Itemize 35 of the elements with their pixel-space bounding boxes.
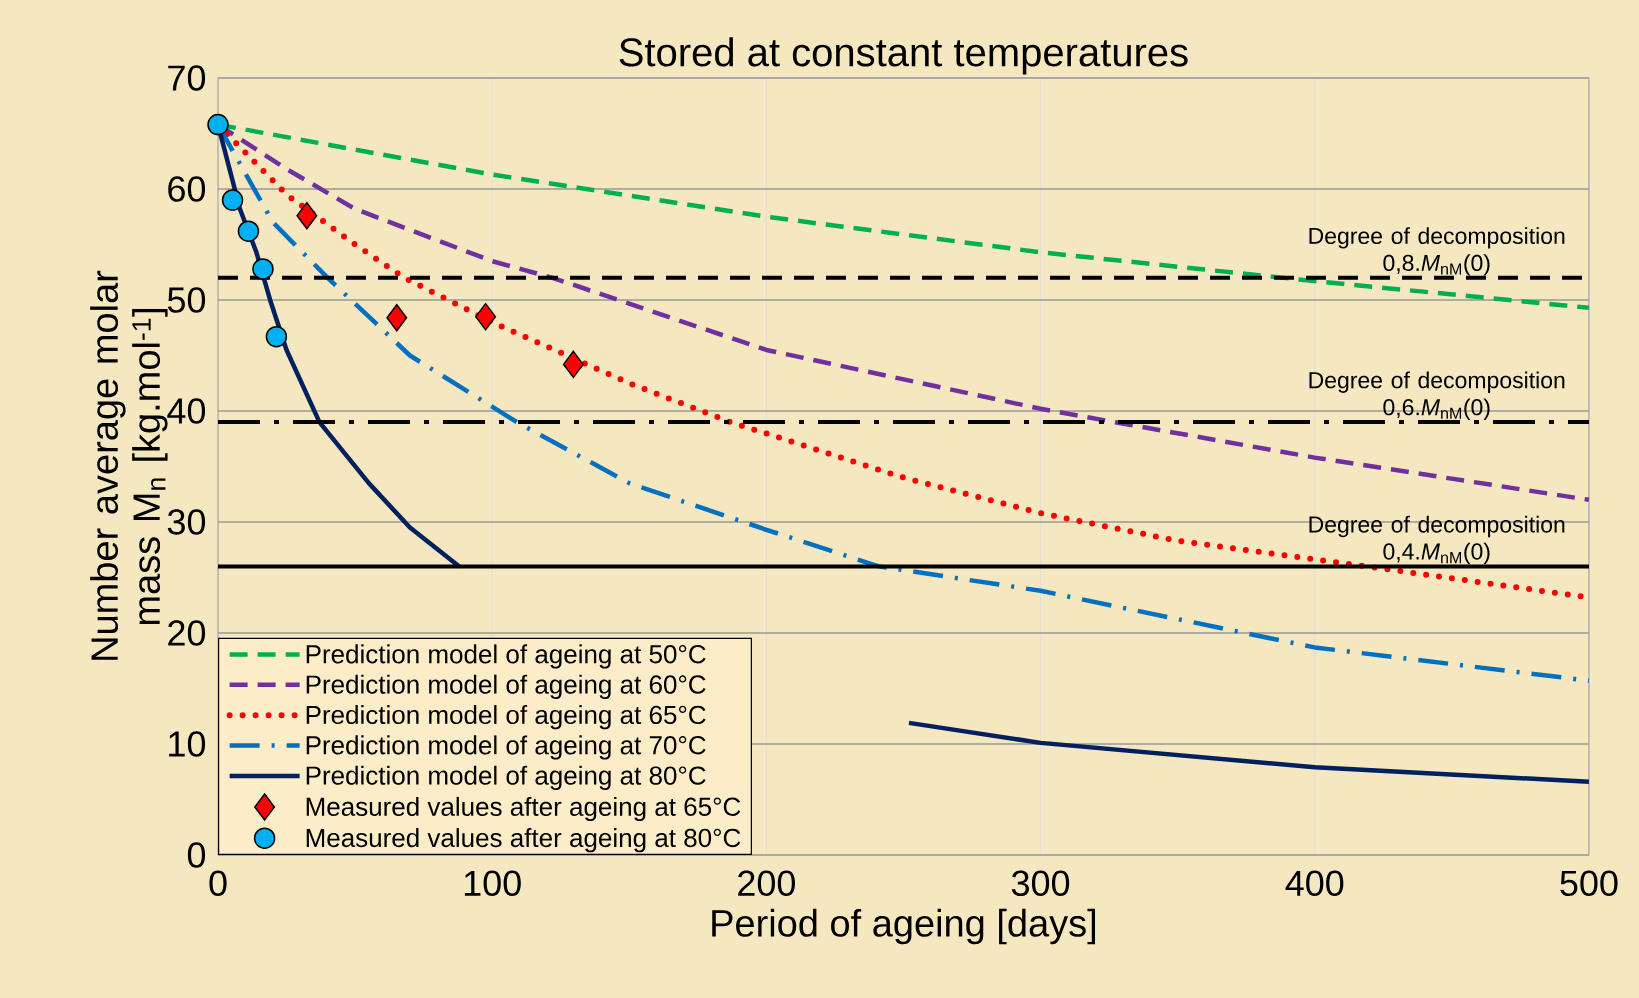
legend-label: Prediction model of ageing at 65°C <box>306 705 706 730</box>
legend-label: Prediction model of ageing at 80°C <box>306 765 706 790</box>
chart-title: Stored at constant temperatures <box>619 37 1188 75</box>
point <box>562 350 584 379</box>
point <box>252 258 274 280</box>
legend-label: Measured values after ageing at 80°C <box>306 828 741 853</box>
legend-label: Prediction model of ageing at 50°C <box>306 644 706 669</box>
y-tick-label: 10 <box>169 731 206 757</box>
point <box>237 220 260 242</box>
point <box>221 189 244 211</box>
x-axis-title: Period of ageing [days] <box>712 908 1096 945</box>
y-tick-label: 30 <box>167 509 206 535</box>
legend-label: Prediction model of ageing at 60°C <box>306 674 706 699</box>
point <box>386 304 408 332</box>
x-tick-label: 0 <box>209 870 227 896</box>
ref-line-label: Degree of decomposition 0,6.M$_{nM}$(0) <box>1309 371 1565 420</box>
x-tick-label: 400 <box>1285 870 1344 896</box>
x-tick-label: 200 <box>738 870 795 896</box>
legend-label: Prediction model of ageing at 70°C <box>306 735 706 760</box>
x-tick-label: 500 <box>1560 870 1618 896</box>
point <box>265 325 288 348</box>
y-tick-label: 40 <box>167 398 206 424</box>
ref-line-label: Degree of decomposition 0,8.M$_{nM}$(0) <box>1309 227 1565 276</box>
point <box>296 201 318 230</box>
y-tick-label: 50 <box>167 287 206 313</box>
y-tick-label: 20 <box>168 620 206 646</box>
x-tick-label: 100 <box>464 870 521 896</box>
y-tick-label: 0 <box>187 842 206 868</box>
y-tick-label: 60 <box>168 176 206 202</box>
point <box>475 302 497 331</box>
x-tick-label: 300 <box>1011 870 1070 896</box>
y-tick-label: 70 <box>168 65 206 91</box>
point <box>207 113 229 136</box>
ref-line-label: Degree of decomposition 0,4.M$_{nM}$(0) <box>1309 515 1565 565</box>
legend-label: Measured values after ageing at 65°C <box>306 796 741 822</box>
